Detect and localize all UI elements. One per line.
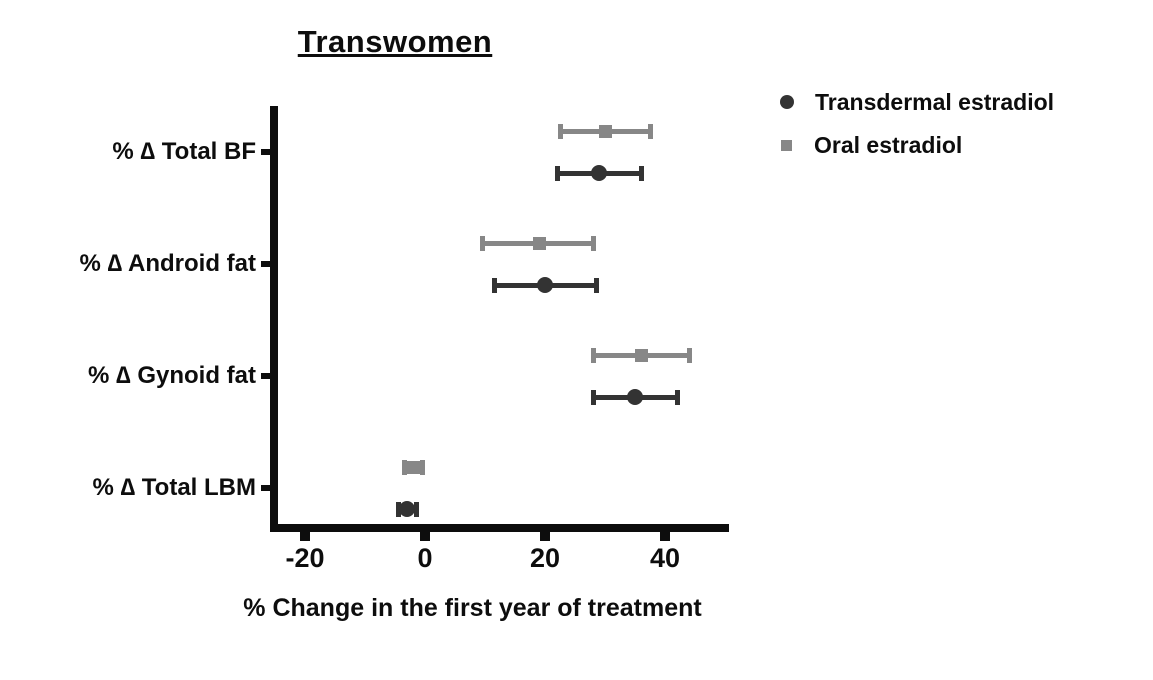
y-axis-line (270, 106, 278, 532)
legend-item-transdermal: Transdermal estradiol (780, 88, 1054, 116)
data-point-square (598, 124, 612, 138)
x-tick (300, 532, 310, 541)
error-bar-cap (401, 459, 407, 475)
error-bar-cap (479, 235, 485, 251)
data-point-circle (627, 389, 643, 405)
error-bar-cap (647, 123, 653, 139)
data-point-square (634, 348, 648, 362)
error-bar-cap (590, 389, 596, 405)
y-tick (261, 149, 272, 155)
data-point-square (406, 460, 420, 474)
error-bar-cap (557, 123, 563, 139)
error-bar-cap (638, 165, 644, 181)
x-axis-line (270, 524, 729, 532)
x-tick-label: 0 (417, 543, 433, 573)
category-label-total-lbm: % ∆ Total LBM (92, 474, 256, 501)
error-bar-cap (686, 347, 692, 363)
y-tick (261, 373, 272, 379)
legend-label: Oral estradiol (814, 131, 963, 158)
error-bar-cap (590, 235, 596, 251)
category-label-total-bf: % ∆ Total BF (112, 138, 256, 165)
legend-item-oral: Oral estradiol (780, 131, 962, 159)
x-tick (540, 532, 550, 541)
y-tick (261, 485, 272, 491)
square-marker-icon (781, 139, 792, 151)
error-bar-cap (395, 501, 401, 517)
category-label-android-fat: % ∆ Android fat (79, 250, 256, 277)
error-bar-cap (590, 347, 596, 363)
data-point-circle (537, 277, 553, 293)
data-point-circle (399, 501, 415, 517)
error-bar-cap (593, 277, 599, 293)
error-bar-cap (413, 501, 419, 517)
error-bar-cap (419, 459, 425, 475)
category-label-gynoid-fat: % ∆ Gynoid fat (87, 362, 256, 389)
x-axis-label: % Change in the first year of treatment (243, 594, 702, 622)
error-bar-cap (674, 389, 680, 405)
x-tick (660, 532, 670, 541)
chart-title: Transwomen (297, 24, 493, 59)
error-bar-cap (554, 165, 560, 181)
data-point-circle (591, 165, 607, 181)
error-bar-cap (491, 277, 497, 293)
x-tick (420, 532, 430, 541)
legend-label: Transdermal estradiol (815, 88, 1055, 115)
y-tick (261, 261, 272, 267)
x-tick-label: -20 (285, 543, 325, 573)
x-tick-label: 40 (649, 543, 681, 573)
data-point-square (532, 236, 546, 250)
circle-marker-icon (780, 95, 794, 109)
x-tick-label: 20 (529, 543, 561, 573)
